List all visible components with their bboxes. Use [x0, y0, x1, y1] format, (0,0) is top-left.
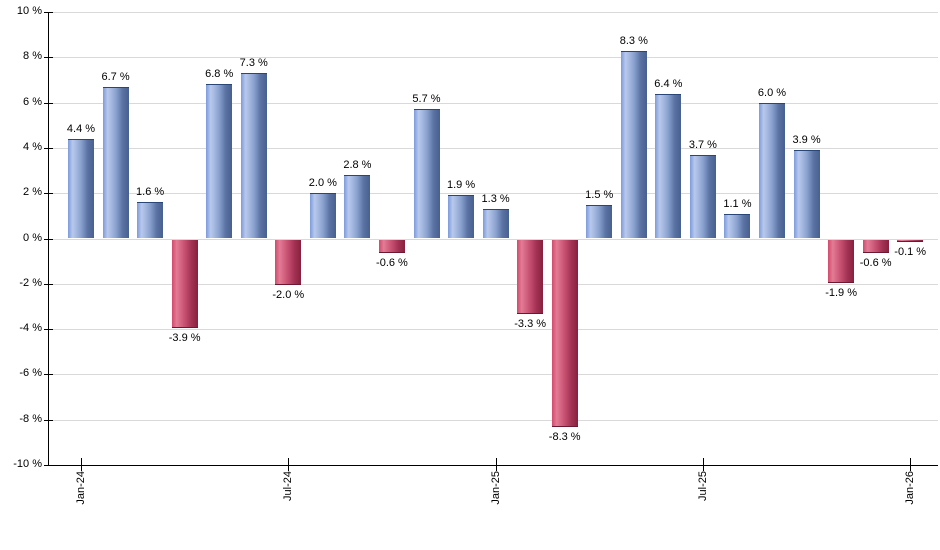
bar-Apr-25: [586, 204, 613, 239]
x-axis-label: Jan-25: [489, 471, 503, 508]
y-axis-label: -4 %: [19, 322, 42, 335]
bar-value-label-Mar-24: 1.6 %: [136, 186, 165, 199]
bar-Nov-24: [413, 109, 440, 239]
x-axis-tick: [288, 458, 290, 471]
bar-Sep-24: [344, 175, 371, 239]
bar-Nov-25: [828, 239, 855, 283]
bar-value-label-Jan-24: 4.4 %: [66, 122, 96, 135]
bar-value-label-May-24: 6.8 %: [205, 68, 234, 81]
bar-Aug-24: [309, 193, 336, 239]
gridline-6: [48, 102, 938, 104]
x-axis-tick: [910, 458, 912, 471]
y-axis-line: [48, 12, 49, 466]
bar-value-label-Nov-24: 5.7 %: [412, 93, 441, 106]
gridline--4: [48, 329, 938, 331]
bar-value-label-Sep-25: 6.0 %: [757, 86, 787, 99]
y-axis-label: -2 %: [19, 276, 42, 289]
x-axis-line: [48, 465, 938, 466]
bar-value-label-May-25: 8.3 %: [619, 34, 648, 47]
y-axis-label: 8 %: [23, 50, 42, 63]
bar-value-label-Nov-25: -1.9 %: [825, 286, 857, 299]
gridline--2: [48, 283, 938, 285]
x-axis-label-text: Jul-25: [696, 471, 709, 501]
gridline-4: [48, 147, 938, 149]
gridline-8: [48, 57, 938, 59]
bar-Mar-24: [137, 202, 164, 239]
bar-Feb-24: [102, 86, 129, 239]
bar-Jun-25: [655, 93, 682, 239]
bar-Oct-25: [793, 150, 820, 239]
bar-value-label-Jun-25: 6.4 %: [654, 77, 683, 90]
bar-May-24: [206, 84, 233, 239]
y-axis-label: -10 %: [13, 458, 42, 470]
x-axis-label-text: Jan-25: [489, 471, 502, 505]
bar-Jan-24: [68, 138, 94, 239]
x-axis-tick: [81, 458, 82, 471]
y-axis-label: -6 %: [19, 367, 42, 380]
y-axis-label: 4 %: [23, 140, 42, 153]
gridline-0: [48, 238, 938, 240]
bar-value-label-Jul-25: 3.7 %: [688, 138, 717, 151]
x-axis-label: Jul-24: [281, 471, 295, 504]
x-axis-tick: [702, 458, 704, 471]
bar-value-label-Dec-25: -0.6 %: [859, 257, 892, 270]
bar-value-label-Jun-24: 7.3 %: [239, 57, 268, 70]
bar-Feb-25: [517, 239, 544, 315]
bar-value-label-Apr-24: -3.9 %: [168, 331, 201, 344]
x-axis-tick: [495, 458, 497, 471]
bar-value-label-Sep-24: 2.8 %: [343, 159, 372, 172]
x-axis-label: Jul-25: [696, 471, 710, 504]
y-axis-label: -8 %: [19, 412, 42, 425]
gridline--8: [48, 419, 938, 421]
bar-value-label-Aug-25: 1.1 %: [723, 197, 752, 210]
bar-value-label-Dec-24: 1.9 %: [446, 179, 476, 192]
y-axis-label: 2 %: [23, 186, 42, 199]
bar-Jun-24: [240, 73, 267, 239]
bar-value-label-Feb-25: -3.3 %: [514, 318, 547, 331]
bar-Apr-24: [171, 239, 198, 328]
bar-Jan-25: [482, 209, 509, 239]
bar-value-label-Aug-24: 2.0 %: [308, 177, 337, 190]
x-axis-label-text: Jul-24: [282, 471, 295, 501]
bar-Jan-26: [897, 239, 924, 242]
x-axis-label: Jan-24: [74, 471, 88, 508]
bar-Dec-25: [862, 239, 889, 254]
bar-Jul-25: [689, 154, 716, 239]
x-axis-label-text: Jan-26: [904, 471, 917, 505]
bar-value-label-Apr-25: 1.5 %: [585, 188, 614, 201]
bar-value-label-Jul-24: -2.0 %: [272, 288, 305, 301]
bar-Mar-25: [551, 239, 578, 428]
x-axis-label-text: Jan-24: [75, 471, 87, 505]
bar-Dec-24: [448, 195, 475, 239]
bar-value-label-Jan-25: 1.3 %: [481, 193, 510, 206]
y-axis-label: 0 %: [23, 231, 42, 244]
bar-value-label-Mar-25: -8.3 %: [548, 431, 581, 444]
bar-value-label-Feb-24: 6.7 %: [101, 70, 130, 83]
bar-Jul-24: [275, 239, 302, 285]
y-axis-label: 6 %: [23, 95, 42, 108]
bar-value-label-Oct-24: -0.6 %: [376, 257, 408, 270]
bar-May-25: [620, 50, 647, 239]
bar-value-label-Jan-26: -0.1 %: [894, 245, 927, 258]
gridline-2: [48, 193, 938, 195]
bar-Aug-25: [724, 213, 751, 239]
gridline--6: [48, 374, 938, 376]
bar-Sep-25: [759, 102, 785, 239]
bar-Oct-24: [378, 239, 405, 254]
y-axis-label: 10 %: [16, 5, 42, 17]
x-axis-label: Jan-26: [903, 471, 917, 508]
bar-value-label-Oct-25: 3.9 %: [792, 134, 821, 147]
gridline-10: [48, 12, 938, 13]
